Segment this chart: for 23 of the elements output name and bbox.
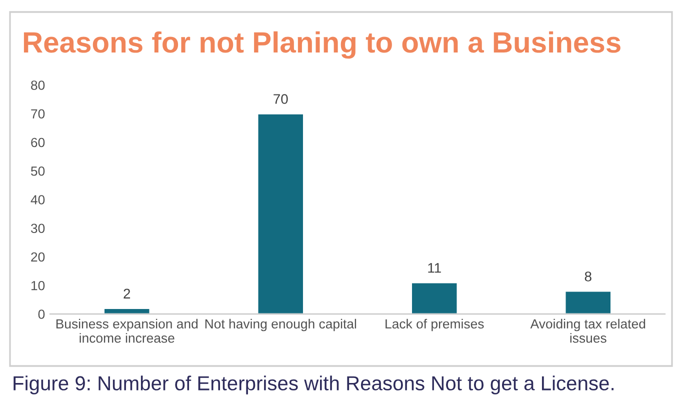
y-tick-label: 30 [30, 224, 45, 234]
y-tick-label: 80 [31, 80, 45, 90]
y-tick-label: 10 [31, 280, 45, 290]
chart-title: Reasons for not Planing to own a Business [24, 31, 620, 59]
bar [103, 308, 151, 314]
x-tick-label: Lack of premises [386, 318, 484, 332]
caption: Figure 9: Number of Enterprises with Reasons Not to get a License. [14, 376, 614, 394]
y-tick-label: 60 [31, 138, 45, 148]
y-tick-label: 50 [30, 166, 45, 176]
data-label: 2 [124, 288, 130, 298]
y-tick-label: 20 [31, 252, 45, 262]
x-tick-label: Avoiding tax related issues [530, 318, 646, 343]
bar [410, 282, 458, 314]
x-tick-label: Business expansion and income increase [56, 318, 198, 343]
data-label: 11 [428, 263, 441, 273]
y-tick-label: 40 [30, 195, 45, 204]
y-tick-label: 70 [31, 109, 45, 119]
data-label: 70 [274, 94, 288, 104]
y-tick-label: 0 [38, 310, 45, 319]
x-tick-label: Not having enough capital [205, 318, 356, 332]
bar [256, 112, 304, 314]
data-label: 8 [584, 272, 592, 282]
bar [564, 290, 612, 314]
